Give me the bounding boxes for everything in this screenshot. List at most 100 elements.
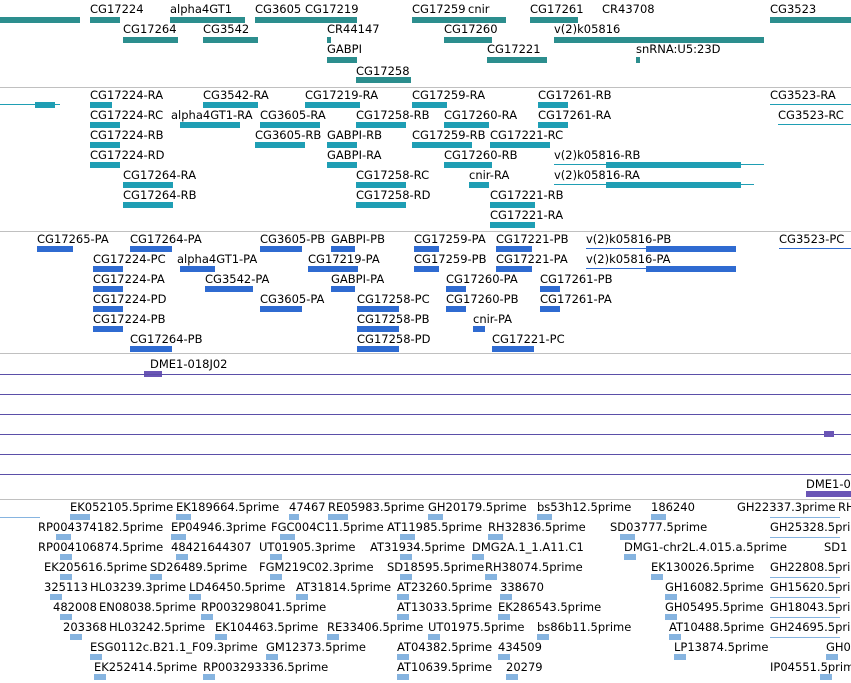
est-label[interactable]: SD18595.5prime [387,560,485,574]
gene-label[interactable]: CG17261 [530,2,584,16]
protein-label[interactable]: CG17259-PA [414,232,486,246]
protein-label[interactable]: CG17221-PB [496,232,569,246]
gene-label[interactable]: CG3523 [770,2,817,16]
transcript-feature[interactable] [260,122,320,128]
est-feature[interactable] [215,634,227,640]
gene-label[interactable]: CG17264 [123,22,177,36]
protein-label[interactable]: CG17258-PD [357,332,431,346]
est-label[interactable]: GH05495.5prime [665,600,764,614]
est-label[interactable]: 20279 [506,660,543,674]
protein-feature[interactable] [37,246,73,252]
protein-label[interactable]: CG17219-PA [308,252,380,266]
gene-feature[interactable] [530,17,578,23]
gene-label[interactable]: alpha4GT1 [170,2,233,16]
gene-label[interactable]: CR44147 [327,22,380,36]
protein-label[interactable]: CG3523-PC [779,232,845,246]
transcript-feature[interactable] [305,102,360,108]
transcript-label[interactable]: CG3523-RC [778,108,844,122]
est-feature[interactable] [280,534,295,540]
protein-label[interactable]: CG17260-PB [446,292,519,306]
protein-feature[interactable] [180,266,215,272]
est-label[interactable]: GH16082.5prime [665,580,764,594]
gene-feature[interactable] [123,37,178,43]
protein-label[interactable]: alpha4GT1-PA [177,252,258,266]
gene-label[interactable]: snRNA:U5:23D [636,42,721,56]
gene-feature[interactable] [356,77,411,83]
est-feature[interactable] [327,634,339,640]
est-feature[interactable] [400,554,412,560]
est-label[interactable]: EK252414.5prime [94,660,198,674]
transcript-feature[interactable] [412,102,447,108]
transcript-feature[interactable] [412,142,472,148]
est-label[interactable]: FGM219C02.3prime [259,560,374,574]
transcript-feature[interactable] [490,202,535,208]
est-label[interactable]: 47467 [289,500,326,514]
transcript-feature[interactable] [90,162,120,168]
est-feature[interactable] [189,594,201,600]
est-label[interactable]: GH25328.5prime [770,520,851,534]
protein-label[interactable]: CG17265-PA [37,232,109,246]
protein-feature[interactable] [357,306,399,312]
transcript-label[interactable]: cnir-RA [469,168,510,182]
transcript-feature[interactable] [327,162,357,168]
est-feature[interactable] [94,674,106,680]
transcript-label[interactable]: alpha4GT1-RA [171,108,253,122]
est-feature[interactable] [60,614,72,620]
transcript-label[interactable]: v(2)k05816-RB [554,148,641,162]
gene-label[interactable]: CG17221 [487,42,541,56]
est-label[interactable]: 434509 [498,640,542,654]
transcript-feature[interactable] [123,182,173,188]
est-label[interactable]: GH22808.5prime [770,560,851,574]
est-feature[interactable] [150,574,162,580]
transcript-label[interactable]: CG17260-RA [444,108,518,122]
transcript-label[interactable]: CG17258-RD [356,188,431,202]
transcript-label[interactable]: GABPI-RB [327,128,383,142]
transcript-label[interactable]: CG17259-RB [412,128,486,142]
est-label[interactable]: EK052105.5prime [70,500,174,514]
est-label[interactable]: RP004106874.5prime [38,540,164,554]
est-label[interactable]: EK189664.5prime [176,500,280,514]
est-label[interactable]: RE33406.5prime [327,620,424,634]
transcript-label[interactable]: CG17221-RC [490,128,564,142]
transcript-feature[interactable] [444,122,489,128]
gene-label[interactable]: CG17258 [356,64,410,78]
protein-feature[interactable] [93,286,123,292]
protein-label[interactable]: v(2)k05816-PA [586,252,671,266]
transcript-label[interactable]: GABPI-RA [327,148,382,162]
gene-label[interactable]: CG17224 [90,2,144,16]
est-label[interactable]: EN08038.5prime [99,600,196,614]
protein-feature[interactable] [130,246,172,252]
est-feature[interactable] [498,614,510,620]
est-feature[interactable] [176,554,188,560]
transcript-feature[interactable] [606,162,741,168]
est-feature[interactable] [500,594,512,600]
est-feature[interactable] [506,674,518,680]
protein-feature[interactable] [357,346,399,352]
transcript-feature[interactable] [606,182,741,188]
est-label[interactable]: UT01905.3prime [259,540,356,554]
protein-feature[interactable] [357,326,399,332]
gene-feature[interactable] [203,37,258,43]
est-feature[interactable] [397,654,409,660]
gene-feature[interactable] [305,17,357,23]
transcript-label[interactable]: CG17221-RA [490,208,564,222]
transcript-label[interactable]: CG17261-RA [538,108,612,122]
protein-label[interactable]: CG17224-PC [93,252,166,266]
protein-feature[interactable] [260,246,302,252]
est-label[interactable]: 338670 [500,580,544,594]
protein-label[interactable]: CG3605-PA [260,292,325,306]
est-label[interactable]: LP13874.5prime [674,640,769,654]
est-feature[interactable] [485,574,497,580]
transcript-feature[interactable] [469,182,489,188]
est-feature[interactable] [537,514,552,520]
transcript-feature[interactable] [35,102,55,108]
est-label[interactable]: GH20179.5prime [428,500,527,514]
protein-label[interactable]: CG17264-PB [130,332,203,346]
est-feature[interactable] [826,654,838,660]
gene-feature[interactable] [487,57,547,63]
protein-feature[interactable] [496,266,532,272]
gene-feature[interactable] [468,17,506,23]
est-label[interactable]: AT13033.5prime [397,600,493,614]
est-label[interactable]: AT04382.5prime [397,640,493,654]
est-label[interactable]: DMG2A.1_1.A11.C1 [472,540,584,554]
